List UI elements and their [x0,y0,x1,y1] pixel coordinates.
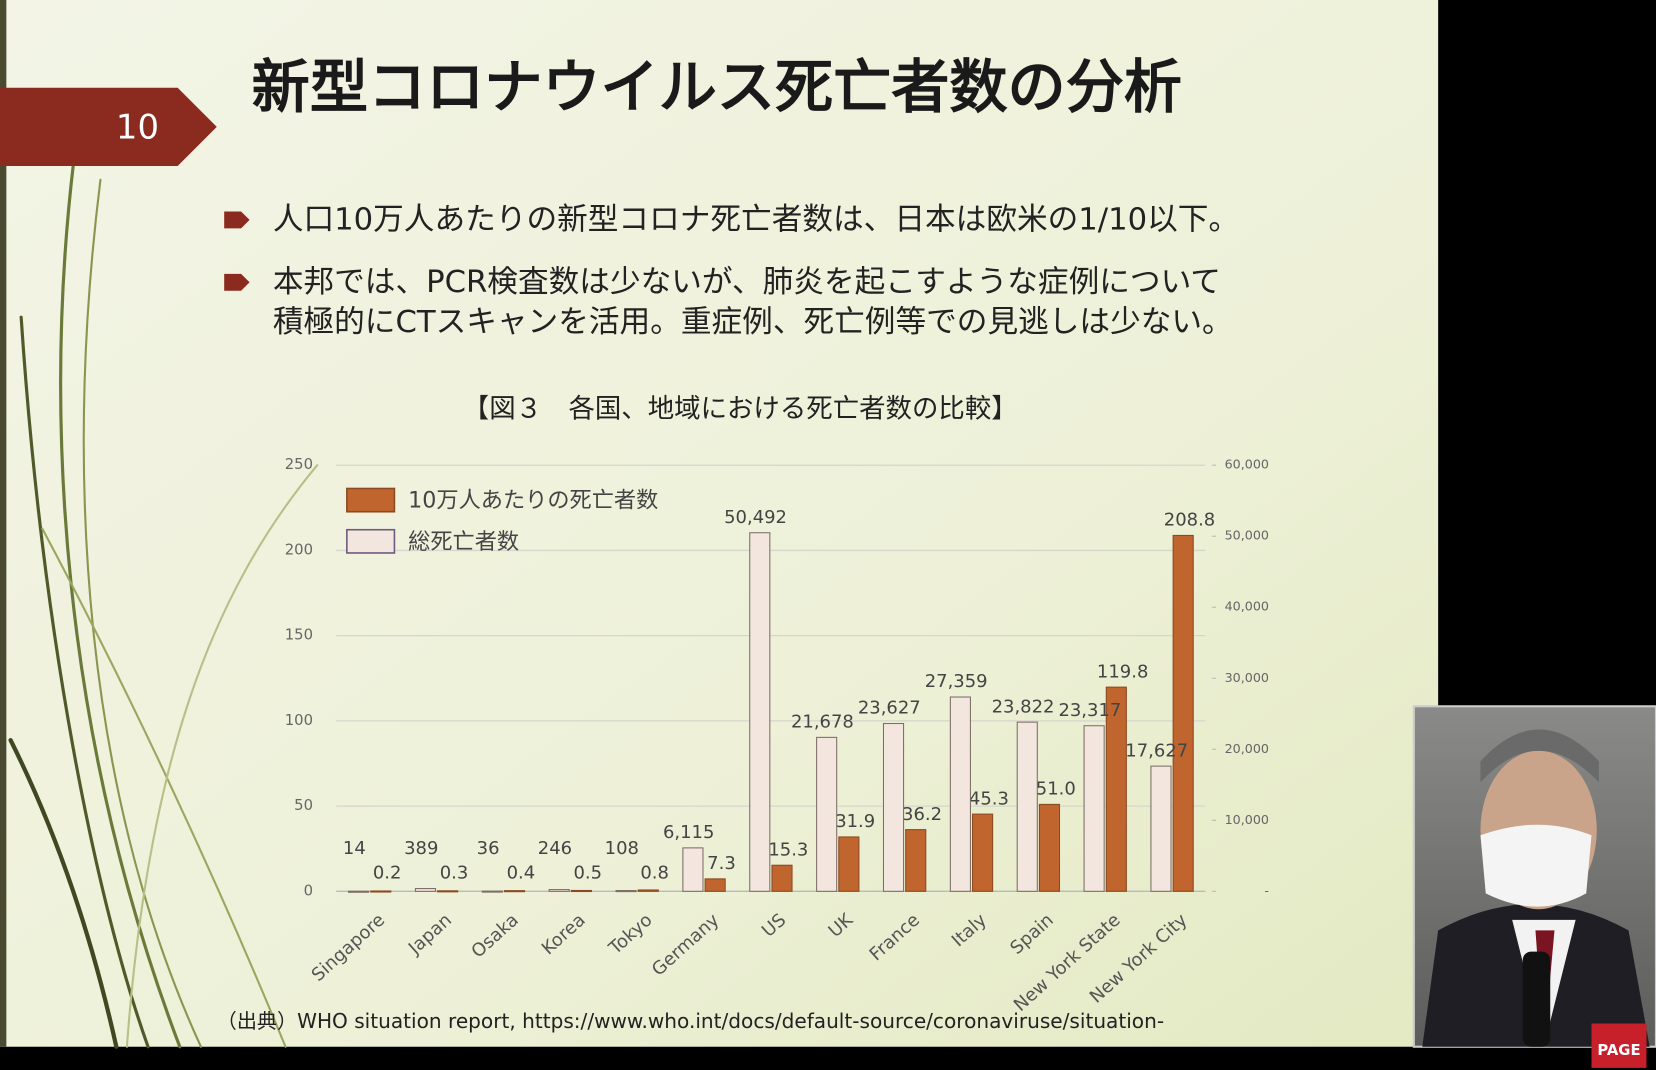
y-tick-label: 50 [294,797,313,814]
value-label: 31.9 [835,811,875,832]
value-label: 36 [477,838,500,859]
bar [1172,534,1194,892]
value-label: 6,115 [663,822,714,843]
value-label: 389 [404,838,438,859]
bar [615,890,637,893]
value-label: 17,627 [1125,740,1188,761]
logo-text: PAGE [1597,1042,1640,1059]
legend-swatch [346,487,396,513]
deco-curve [59,157,182,1049]
value-label: 0.2 [373,862,402,883]
y-tick-label: 250 [285,456,313,473]
bar [637,889,659,892]
bar [370,890,392,893]
chart-title: 【図３ 各国、地域における死亡者数の比較】 [463,394,1018,425]
deco-curve [8,738,119,1049]
value-label: 36.2 [902,804,942,825]
value-label: 23,627 [858,698,921,719]
y2-tick-label: 20,000 [1225,741,1269,756]
y-tick-label: 100 [285,712,313,729]
bar [348,890,370,893]
bar [481,890,503,893]
value-label: 108 [605,838,639,859]
webcam [1412,705,1656,1048]
bar [682,847,704,892]
deco-curve [41,527,287,1048]
bar [503,890,526,893]
bar [548,889,570,892]
y2-tick-label: - [1264,883,1269,898]
y-tick-label: 200 [285,541,313,558]
slide-background [0,0,1439,1047]
value-label: 51.0 [1036,779,1076,800]
deco-curve [19,315,150,1049]
value-label: 0.8 [640,862,669,883]
value-label: 27,359 [925,671,988,692]
bullet-text: 積極的にCTスキャンを活用。重症例、死亡例等での見逃しは少ない。 [273,305,1233,340]
y2-tick-label: 60,000 [1225,457,1269,472]
bar [570,889,592,893]
decoration [8,157,319,1049]
y-tick-label: 150 [285,627,313,644]
value-label: 0.3 [440,862,469,883]
page-number: 10 [116,107,159,146]
value-label: 0.4 [507,862,536,883]
legend-label: 総死亡者数 [408,529,519,555]
slide-title: 新型コロナウイルス死亡者数の分析 [252,53,1182,121]
legend-label: 10万人あたりの死亡者数 [408,488,658,514]
bar [949,696,971,892]
bar [882,722,905,892]
bar [816,736,838,892]
deco-curve [125,464,319,1048]
slide-edge [0,0,7,1047]
value-label: 15.3 [768,839,808,860]
bar [1038,803,1061,892]
value-label: 208.8 [1164,510,1215,531]
logo-box [1591,1023,1647,1068]
bullet-text: 本邦では、PCR検査数は少ないが、肺炎を起こすような症例について [273,265,1221,300]
bar [771,864,793,892]
bar [749,532,771,892]
bar [437,890,459,893]
bar [1105,686,1127,892]
value-label: 21,678 [791,712,854,733]
bar [838,836,860,892]
y2-tick-label: 40,000 [1225,599,1269,614]
value-label: 246 [538,838,572,859]
source-note: （出典）WHO situation report, https://www.wh… [217,1009,1164,1033]
deco-curve [82,178,202,1048]
bar [414,888,437,892]
bullet-marker [224,273,250,291]
value-label: 0.5 [573,862,602,883]
y-tick-label: 0 [304,882,313,899]
y2-tick-label: 50,000 [1225,528,1269,543]
value-label: 45.3 [969,788,1009,809]
value-label: 7.3 [707,853,736,874]
microphone [1522,951,1551,1047]
bar [1150,765,1172,892]
legend-swatch [346,528,396,554]
bar [905,829,927,892]
bar [704,878,726,892]
value-label: 23,317 [1058,700,1121,721]
y2-tick-label: 10,000 [1225,812,1269,827]
speaker-mask [1480,824,1592,907]
bar [1016,721,1038,892]
value-label: 50,492 [724,507,787,528]
value-label: 14 [343,838,366,859]
speaker-hair [1480,729,1599,783]
page-badge [0,87,217,166]
value-label: 119.8 [1097,661,1148,682]
bar [972,813,994,892]
bar [1083,725,1105,892]
bullet-marker [224,211,250,229]
y2-tick-label: 30,000 [1225,670,1269,685]
bullet-text: 人口10万人あたりの新型コロナ死亡者数は、日本は欧米の1/10以下。 [273,202,1239,237]
value-label: 23,822 [992,696,1055,717]
